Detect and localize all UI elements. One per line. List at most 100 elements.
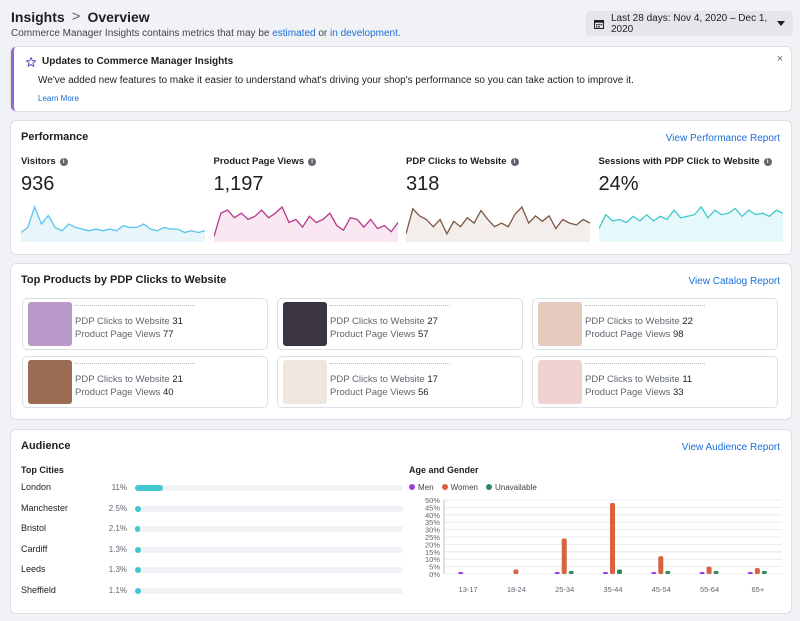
learn-more-link[interactable]: Learn More [38, 94, 79, 103]
bar-men-45-54[interactable] [651, 572, 657, 574]
sparkline [598, 205, 783, 242]
top-cities-title: Top Cities [21, 465, 64, 475]
sparkline-line [21, 205, 205, 234]
city-row: Sheffield 1.1% [21, 585, 403, 599]
metric-value: 1,197 [213, 173, 264, 195]
metric-3: Sessions with PDP Click to Website i 24% [598, 156, 789, 246]
bar-women-65+[interactable] [754, 568, 760, 574]
bar-women-55-64[interactable] [706, 566, 712, 574]
x-tick-label: 55-64 [700, 585, 719, 594]
product-tile[interactable]: PDP Clicks to Website 27 Product Page Vie… [277, 298, 523, 350]
product-thumbnail [283, 302, 327, 346]
metric-0: Visitors i 936 [21, 156, 211, 246]
header-subtitle: Commerce Manager Insights contains metri… [11, 28, 401, 39]
bar-men-55-64[interactable] [699, 572, 705, 574]
city-percent: 2.1% [108, 524, 127, 534]
product-tile[interactable]: PDP Clicks to Website 17 Product Page Vie… [277, 356, 523, 408]
bar-unavailable-65+[interactable] [761, 571, 767, 574]
calendar-icon [594, 19, 604, 29]
info-icon[interactable]: i [510, 157, 519, 166]
bar-women-35-44[interactable] [610, 502, 615, 574]
city-name: Sheffield [21, 585, 56, 595]
y-tick-label: 0% [429, 570, 440, 579]
bar-women-18-24[interactable] [513, 569, 519, 574]
product-tile[interactable]: PDP Clicks to Website 22 Product Page Vie… [532, 298, 778, 350]
city-bar-fill [135, 588, 141, 594]
metric-value: 936 [21, 173, 55, 195]
city-percent: 1.3% [108, 544, 127, 554]
metric-label: PDP Clicks to Website [406, 156, 507, 167]
legend-swatch [409, 484, 415, 490]
product-clicks: 22 [682, 316, 693, 327]
metric-value: 318 [406, 173, 440, 195]
product-clicks: 11 [682, 374, 693, 385]
bar-men-35-44[interactable] [603, 572, 608, 574]
bar-men-25-34[interactable] [554, 572, 560, 574]
city-bar-fill [135, 505, 142, 512]
legend-item[interactable]: Unavailable [485, 483, 537, 492]
legend-swatch [441, 484, 448, 490]
city-name: Cardiff [21, 543, 48, 554]
product-thumbnail [28, 302, 72, 346]
performance-title: Performance [21, 131, 89, 143]
view-performance-report-link[interactable]: View Performance Report [665, 133, 780, 144]
legend-item[interactable]: Men [409, 483, 434, 492]
view-catalog-report-link[interactable]: View Catalog Report [688, 276, 780, 287]
metric-1: Product Page Views i 1,197 [213, 156, 404, 246]
city-row: Manchester 2.5% [21, 502, 403, 517]
page-header: Insights > Overview Commerce Manager Ins… [11, 8, 793, 40]
x-tick-label: 13-17 [459, 585, 478, 594]
close-icon[interactable]: × [776, 53, 783, 65]
estimated-link[interactable]: estimated [272, 28, 316, 39]
bar-men-13-17[interactable] [458, 572, 464, 574]
city-name: Manchester [21, 502, 69, 513]
product-tile[interactable]: PDP Clicks to Website 11 Product Page Vie… [532, 356, 778, 408]
x-tick-label: 25-34 [555, 585, 574, 594]
city-bar-track [135, 526, 403, 533]
product-views: 33 [673, 387, 684, 398]
legend-label: Women [450, 483, 478, 492]
bar-unavailable-25-34[interactable] [568, 571, 574, 574]
in-development-link[interactable]: in development [330, 28, 398, 39]
y-tick-label: 50% [425, 496, 440, 505]
info-icon[interactable]: i [763, 157, 772, 166]
breadcrumb: Insights > Overview [11, 8, 793, 25]
top-products-title: Top Products by PDP Clicks to Website [21, 274, 227, 286]
metric-value: 24% [598, 173, 639, 195]
product-tile[interactable]: PDP Clicks to Website 31 Product Page Vie… [22, 298, 268, 350]
bar-unavailable-45-54[interactable] [665, 571, 671, 574]
banner-title: Updates to Commerce Manager Insights [42, 56, 234, 67]
product-tile[interactable]: PDP Clicks to Website 21 Product Page Vie… [22, 356, 268, 408]
product-clicks: 17 [427, 374, 438, 385]
date-range-button[interactable]: Last 28 days: Nov 4, 2020 – Dec 1, 2020 [586, 11, 793, 36]
breadcrumb-insights[interactable]: Insights [11, 8, 65, 25]
bar-men-65+[interactable] [747, 572, 753, 574]
y-tick-label: 45% [425, 503, 440, 512]
product-name-placeholder [75, 305, 195, 306]
city-bar-track [135, 546, 403, 553]
view-audience-report-link[interactable]: View Audience Report [681, 442, 780, 453]
y-tick-label: 30% [425, 526, 440, 535]
chart-legend: Men Women Unavailable [409, 483, 537, 492]
legend-item[interactable]: Women [441, 483, 478, 492]
info-icon[interactable]: i [59, 157, 68, 166]
bar-unavailable-35-44[interactable] [617, 569, 622, 574]
product-clicks: 27 [427, 316, 438, 327]
city-bar-track [135, 505, 403, 512]
bar-women-25-34[interactable] [561, 538, 567, 574]
city-bar-track [135, 485, 403, 491]
bar-unavailable-55-64[interactable] [713, 571, 719, 574]
city-percent: 1.1% [108, 586, 127, 595]
info-icon[interactable]: i [308, 157, 317, 166]
performance-card: Performance View Performance Report Visi… [11, 121, 791, 254]
product-name-placeholder [585, 363, 705, 364]
legend-swatch [485, 484, 492, 490]
city-bar-track [135, 588, 403, 594]
bar-women-45-54[interactable] [658, 556, 664, 574]
sparkline-area [598, 207, 783, 242]
audience-title: Audience [21, 440, 71, 452]
sparkline [406, 205, 590, 242]
product-name-placeholder [330, 363, 450, 364]
city-percent: 11% [111, 483, 127, 492]
age-gender-title: Age and Gender [409, 465, 479, 475]
